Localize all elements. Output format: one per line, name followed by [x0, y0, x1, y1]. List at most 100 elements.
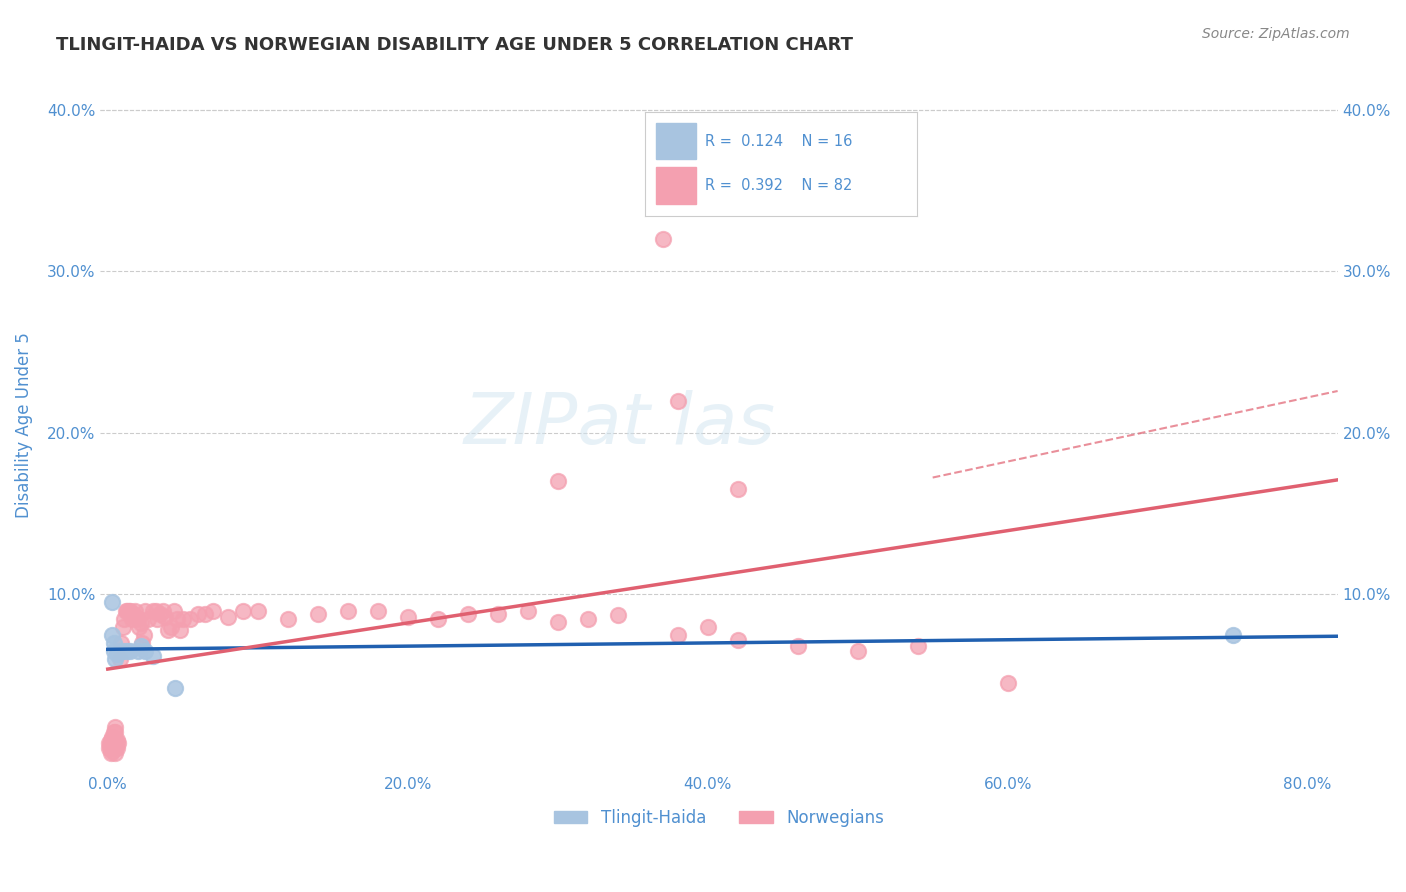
Point	[112, 611, 135, 625]
Point	[696, 620, 718, 634]
Point	[336, 603, 359, 617]
Point	[547, 615, 569, 629]
Text: Source: ZipAtlas.com: Source: ZipAtlas.com	[1202, 27, 1350, 41]
Point	[576, 611, 599, 625]
Point	[396, 610, 419, 624]
Point	[100, 746, 122, 760]
Point	[105, 740, 128, 755]
Point	[149, 607, 172, 621]
Point	[246, 603, 269, 617]
Point	[103, 724, 125, 739]
Point	[117, 644, 139, 658]
Point	[103, 732, 125, 747]
Point	[101, 595, 124, 609]
Point	[101, 740, 124, 755]
Point	[136, 611, 159, 625]
Point	[152, 603, 174, 617]
Point	[131, 636, 153, 650]
Point	[124, 603, 146, 617]
Point	[201, 603, 224, 617]
Legend: Tlingit-Haida, Norwegians: Tlingit-Haida, Norwegians	[547, 802, 890, 833]
Point	[727, 632, 749, 647]
Point	[426, 611, 449, 625]
Point	[142, 603, 165, 617]
Y-axis label: Disability Age Under 5: Disability Age Under 5	[15, 332, 32, 517]
Point	[172, 611, 194, 625]
Point	[1222, 628, 1244, 642]
Point	[104, 724, 127, 739]
Point	[104, 746, 127, 760]
Point	[179, 611, 201, 625]
Point	[132, 628, 155, 642]
Point	[156, 623, 179, 637]
Point	[120, 644, 142, 658]
Text: TLINGIT-HAIDA VS NORWEGIAN DISABILITY AGE UNDER 5 CORRELATION CHART: TLINGIT-HAIDA VS NORWEGIAN DISABILITY AG…	[56, 36, 853, 54]
Point	[166, 611, 188, 625]
Point	[142, 648, 165, 663]
Point	[194, 607, 217, 621]
Point	[101, 744, 124, 758]
Point	[100, 732, 122, 747]
Point	[217, 610, 239, 624]
Point	[127, 644, 149, 658]
Point	[146, 611, 169, 625]
Point	[110, 636, 132, 650]
Point	[997, 676, 1019, 690]
Point	[547, 475, 569, 489]
Point	[165, 681, 187, 695]
Point	[134, 603, 156, 617]
Point	[159, 620, 181, 634]
Point	[163, 603, 186, 617]
Point	[666, 393, 689, 408]
Point	[101, 736, 124, 750]
Point	[907, 639, 929, 653]
Point	[105, 647, 128, 661]
Point	[103, 644, 125, 658]
Point	[516, 603, 538, 617]
Point	[129, 639, 152, 653]
Point	[103, 736, 125, 750]
Point	[104, 732, 127, 747]
Point	[169, 623, 191, 637]
Point	[103, 740, 125, 755]
Point	[367, 603, 389, 617]
Point	[101, 628, 124, 642]
Point	[846, 644, 869, 658]
Point	[127, 611, 149, 625]
Point	[108, 652, 131, 666]
Point	[125, 610, 148, 624]
Point	[100, 736, 122, 750]
Point	[117, 603, 139, 617]
Point	[111, 620, 134, 634]
Point	[232, 603, 254, 617]
Point	[108, 644, 131, 658]
Point	[128, 620, 150, 634]
Point	[786, 639, 808, 653]
Point	[98, 740, 121, 755]
Point	[727, 483, 749, 497]
Point	[187, 607, 209, 621]
Point	[134, 644, 156, 658]
Point	[651, 232, 673, 246]
Point	[104, 736, 127, 750]
Point	[153, 610, 176, 624]
Point	[104, 652, 127, 666]
Point	[98, 736, 121, 750]
Point	[120, 603, 142, 617]
Text: ZIPat las: ZIPat las	[464, 390, 776, 459]
Point	[666, 628, 689, 642]
Point	[145, 603, 167, 617]
Point	[111, 644, 134, 658]
Point	[277, 611, 299, 625]
Point	[100, 740, 122, 755]
Point	[103, 636, 125, 650]
Point	[101, 730, 124, 744]
Point	[129, 616, 152, 631]
Point	[114, 603, 136, 617]
Point	[122, 607, 145, 621]
Point	[105, 732, 128, 747]
Point	[104, 740, 127, 755]
Point	[307, 607, 329, 621]
Point	[606, 608, 628, 623]
Point	[104, 720, 127, 734]
